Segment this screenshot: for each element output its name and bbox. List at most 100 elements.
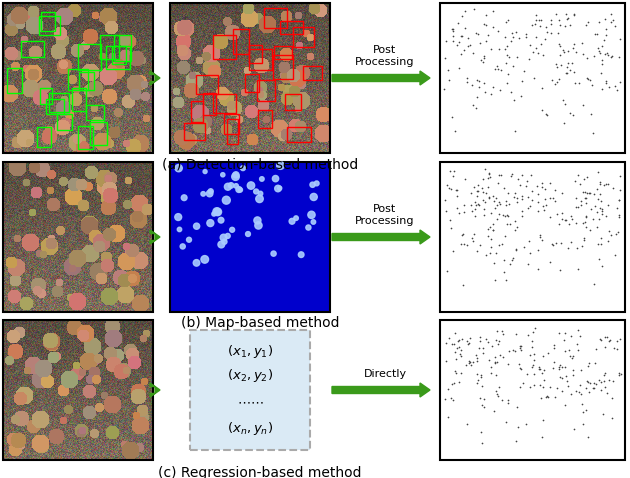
- Point: [490, 276, 500, 283]
- Point: [598, 371, 609, 379]
- Point: [525, 41, 536, 49]
- Point: [583, 378, 593, 386]
- Point: [534, 231, 544, 239]
- Point: [443, 66, 453, 74]
- Point: [517, 212, 527, 220]
- Point: [522, 370, 532, 378]
- Bar: [196, 76, 218, 94]
- Point: [469, 183, 479, 190]
- Point: [561, 11, 571, 18]
- Point: [512, 198, 522, 206]
- Point: [468, 237, 478, 245]
- Point: [500, 45, 510, 53]
- Point: [610, 251, 620, 259]
- Point: [603, 180, 613, 187]
- Point: [589, 379, 599, 387]
- Point: [527, 337, 537, 345]
- Point: [517, 365, 527, 372]
- Point: [554, 76, 564, 83]
- Point: [535, 233, 545, 241]
- Point: [566, 333, 576, 340]
- Point: [476, 56, 486, 64]
- Point: [462, 241, 472, 249]
- Point: [448, 396, 458, 404]
- Point: [537, 237, 547, 244]
- Point: [593, 168, 604, 176]
- Point: [470, 212, 480, 220]
- Point: [441, 37, 451, 45]
- Point: [466, 201, 476, 209]
- Point: [537, 106, 547, 114]
- Point: [595, 337, 605, 344]
- Point: [570, 80, 580, 87]
- Point: [571, 194, 581, 202]
- Point: [534, 363, 544, 370]
- Circle shape: [299, 252, 304, 258]
- Point: [493, 65, 503, 73]
- Circle shape: [256, 195, 263, 203]
- Point: [529, 350, 539, 358]
- Point: [466, 189, 476, 197]
- Point: [578, 188, 588, 196]
- Point: [582, 173, 592, 181]
- Point: [481, 37, 491, 45]
- Point: [563, 59, 573, 67]
- Point: [562, 70, 572, 77]
- FancyArrow shape: [150, 71, 160, 85]
- Point: [505, 261, 515, 268]
- Bar: [78, 44, 101, 70]
- Circle shape: [271, 251, 276, 256]
- Point: [541, 201, 551, 209]
- Bar: [3, 162, 153, 312]
- Point: [457, 336, 467, 343]
- Point: [454, 209, 464, 217]
- Point: [492, 358, 502, 366]
- Bar: [78, 126, 93, 150]
- Point: [581, 213, 591, 220]
- Point: [597, 207, 607, 215]
- Point: [490, 204, 500, 212]
- Point: [447, 25, 457, 33]
- Circle shape: [277, 162, 284, 169]
- Point: [493, 392, 503, 400]
- Bar: [49, 93, 69, 112]
- Point: [515, 342, 525, 350]
- Point: [546, 383, 556, 391]
- Point: [596, 234, 606, 241]
- Point: [462, 74, 472, 81]
- Point: [522, 205, 532, 212]
- Point: [585, 359, 595, 367]
- Point: [566, 59, 576, 67]
- Point: [486, 243, 496, 251]
- Point: [569, 11, 579, 19]
- Point: [580, 188, 590, 196]
- Point: [533, 207, 543, 215]
- Point: [530, 325, 540, 332]
- Point: [491, 216, 501, 223]
- Point: [456, 240, 466, 248]
- Point: [451, 355, 461, 362]
- Point: [486, 369, 496, 377]
- Point: [517, 207, 527, 215]
- Bar: [224, 114, 239, 134]
- Bar: [3, 3, 153, 153]
- FancyArrow shape: [150, 383, 160, 397]
- Circle shape: [201, 192, 205, 196]
- Point: [595, 181, 605, 188]
- Point: [592, 30, 602, 38]
- Point: [498, 212, 508, 219]
- Point: [474, 334, 484, 341]
- Point: [508, 63, 518, 70]
- Point: [539, 383, 549, 391]
- Point: [540, 35, 550, 43]
- Point: [558, 119, 568, 127]
- Point: [464, 34, 474, 42]
- Point: [503, 70, 513, 77]
- Point: [521, 33, 531, 41]
- Point: [535, 365, 545, 372]
- Point: [504, 200, 514, 208]
- Point: [524, 238, 534, 245]
- Point: [500, 257, 510, 264]
- Point: [575, 332, 585, 339]
- Point: [571, 204, 581, 211]
